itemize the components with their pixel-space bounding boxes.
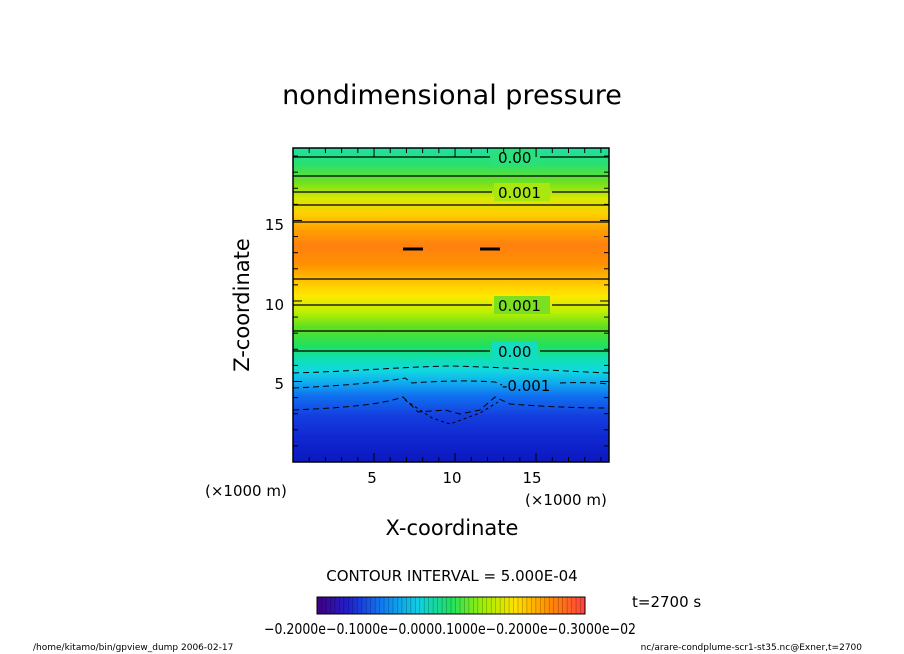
x-tick-label: 5 [367, 469, 377, 487]
colorbar: −0.2000e−0.1000e−0.0000.1000e−0.2000e−0.… [264, 596, 636, 638]
contour-label: 0.001 [498, 184, 541, 202]
colorbar-fill [316, 596, 586, 615]
plot-area: 0.00 0.001 0.001 0.00 -0.001 [292, 147, 610, 463]
y-unit-label: (×1000 m) [205, 482, 287, 500]
x-axis-title: X-coordinate [386, 516, 519, 540]
contour-label: 0.00 [498, 343, 531, 361]
contour-labels: 0.00 0.001 0.001 0.00 -0.001 [492, 148, 550, 395]
contour-line [292, 377, 610, 389]
contour-lines [293, 156, 609, 352]
x-tick-label: 15 [522, 469, 541, 487]
contour-interval-text: CONTOUR INTERVAL = 5.000E-04 [326, 567, 577, 585]
contour-label: -0.001 [502, 377, 550, 395]
tick-marks [293, 148, 609, 462]
y-tick-label: 15 [265, 216, 284, 234]
tick-labels: 5 10 15 5 10 15 [265, 216, 542, 487]
contour-line [292, 365, 610, 374]
time-label: t=2700 s [632, 593, 701, 611]
x-unit-label: (×1000 m) [525, 491, 607, 509]
plot-frame [292, 147, 610, 463]
x-tick-label: 10 [442, 469, 461, 487]
contour-line [292, 396, 610, 415]
colorbar-labels: −0.2000e−0.1000e−0.0000.1000e−0.2000e−0.… [264, 620, 636, 638]
y-tick-label: 10 [265, 296, 284, 314]
y-tick-label: 5 [274, 375, 284, 393]
dashed-contours [292, 365, 610, 425]
contour-line [404, 399, 499, 425]
y-axis-title: Z-coordinate [230, 238, 254, 372]
contour-label: 0.001 [498, 297, 541, 315]
chart-title: nondimensional pressure [282, 80, 622, 111]
footer-left: /home/kitamo/bin/gpview_dump 2006-02-17 [33, 643, 233, 653]
contour-label: 0.00 [498, 149, 531, 167]
footer-right: nc/arare-condplume-scr1-st35.nc@Exner,t=… [641, 643, 863, 653]
